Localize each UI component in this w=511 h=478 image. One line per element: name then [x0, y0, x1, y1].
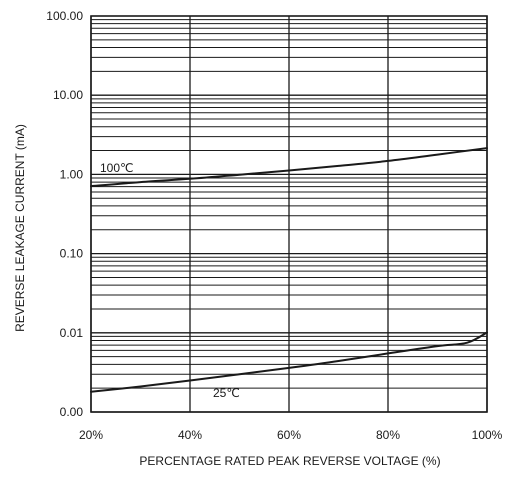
- series-labels: 100℃ 25℃: [100, 161, 240, 400]
- plot-frame: [90, 15, 488, 413]
- y-tick-label: 1.00: [60, 167, 84, 181]
- tick-labels: 0.00 0.01 0.10 1.00 10.00 100.00 20% 40% 60% 80% 1…: [46, 9, 502, 442]
- series-layer: [90, 147, 488, 393]
- x-tick-label: 40%: [178, 428, 202, 442]
- x-tick-label: 20%: [79, 428, 103, 442]
- series-label-1: 25℃: [213, 386, 240, 400]
- plot-border: [90, 15, 488, 413]
- y-tick-label: 0.01: [60, 326, 84, 340]
- series-line-0: [90, 147, 488, 188]
- x-tick-label: 80%: [376, 428, 400, 442]
- y-tick-label: 0.10: [60, 247, 84, 261]
- series-line-1: [90, 331, 488, 393]
- x-tick-label: 100%: [472, 428, 503, 442]
- grid: [90, 16, 488, 413]
- y-tick-label: 10.00: [53, 88, 83, 102]
- x-axis-label: PERCENTAGE RATED PEAK REVERSE VOLTAGE (%…: [139, 454, 440, 468]
- y-axis-label: REVERSE LEAKAGE CURRENT (mA): [13, 124, 27, 332]
- x-tick-label: 60%: [277, 428, 301, 442]
- series-label-0: 100℃: [100, 161, 134, 175]
- y-tick-label: 100.00: [46, 9, 83, 23]
- y-tick-label: 0.00: [60, 405, 84, 419]
